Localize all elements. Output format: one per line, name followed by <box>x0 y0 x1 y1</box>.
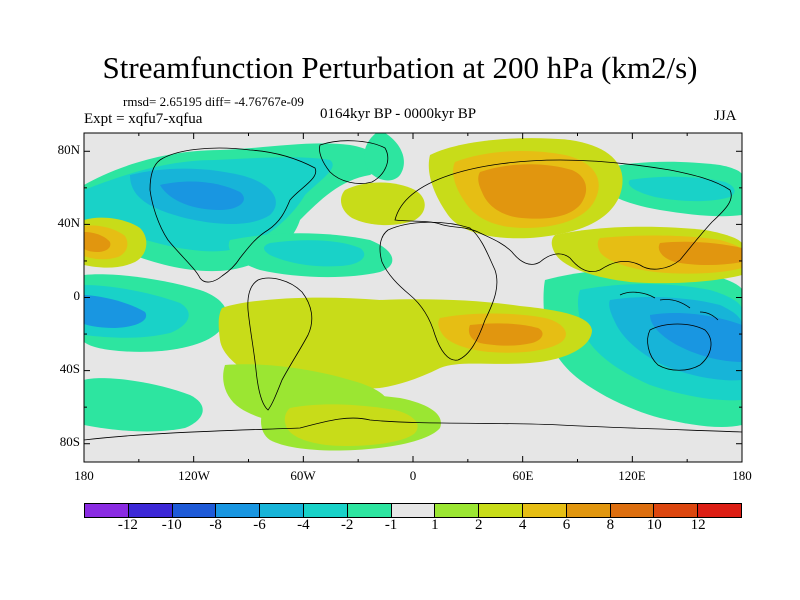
lon-tick-120e: 120E <box>618 468 646 483</box>
lon-tick-180w: 180 <box>74 468 94 483</box>
colorbar-label: -2 <box>340 517 354 533</box>
lon-tick-120w: 120W <box>178 468 210 483</box>
lat-tick-80s: 80S <box>59 434 80 449</box>
greenland-coast <box>319 140 389 184</box>
lat-tick-eq: 0 <box>73 288 81 303</box>
lat-tick-40n: 40N <box>57 215 80 230</box>
colorbar-swatch <box>260 504 304 517</box>
lat-tick-80n: 80N <box>57 142 80 157</box>
indonesia-coast <box>619 291 719 321</box>
north-america-coast <box>149 147 317 283</box>
colorbar-label: 6 <box>562 517 571 533</box>
colorbar-label: -6 <box>253 517 266 533</box>
colorbar-swatch <box>347 504 392 517</box>
period-label: 0164kyr BP - 0000kyr BP <box>320 106 477 122</box>
colorbar-label: 12 <box>690 517 706 533</box>
colorbar-swatch <box>479 504 523 517</box>
colorbar-swatch <box>216 504 261 517</box>
colorbar-label: -1 <box>384 517 398 533</box>
australia-coast <box>647 323 712 371</box>
eurasia-coast <box>394 159 732 273</box>
lon-tick-180e: 180 <box>732 468 752 483</box>
lat-tick-40s: 40S <box>59 361 80 376</box>
negative-anomaly-regions <box>84 133 742 432</box>
stats-label: rmsd= 2.65195 diff= -4.76767e-09 <box>123 94 304 109</box>
colorbar-swatch <box>566 504 611 517</box>
coastlines <box>84 140 742 441</box>
colorbar-label: 8 <box>606 517 615 533</box>
plot-title: Streamfunction Perturbation at 200 hPa (… <box>102 50 698 85</box>
colorbar-swatch <box>654 504 699 517</box>
colorbar-label: -4 <box>297 517 310 533</box>
colorbar-label: -12 <box>117 517 138 533</box>
lon-tick-60e: 60E <box>512 468 534 483</box>
experiment-label: Expt = xqfu7-xqfua <box>84 111 203 127</box>
colorbar-swatch <box>303 504 348 517</box>
colorbar-swatch <box>698 504 741 517</box>
colorbar-label: 10 <box>646 517 662 533</box>
season-label: JJA <box>714 108 737 124</box>
colorbar-swatch <box>85 504 129 517</box>
antarctica-coast <box>84 417 742 441</box>
lon-tick-0: 0 <box>409 468 417 483</box>
lon-tick-60w: 60W <box>290 468 316 483</box>
colorbar-label: 4 <box>518 517 527 533</box>
colorbar-swatch <box>435 504 480 517</box>
colorbar-label: -8 <box>209 517 222 533</box>
colorbar-swatch <box>610 504 655 517</box>
colorbar-swatch <box>391 504 436 517</box>
colorbar-swatch <box>128 504 173 517</box>
tick-marks <box>83 133 743 462</box>
south-america-coast <box>247 277 313 411</box>
colorbar-label: -10 <box>161 517 182 533</box>
colorbar <box>84 503 742 518</box>
colorbar-label: 2 <box>475 517 483 533</box>
africa-coast <box>379 221 498 361</box>
colorbar-swatch <box>522 504 567 517</box>
colorbar-label: 1 <box>431 517 439 533</box>
colorbar-swatch <box>172 504 217 517</box>
